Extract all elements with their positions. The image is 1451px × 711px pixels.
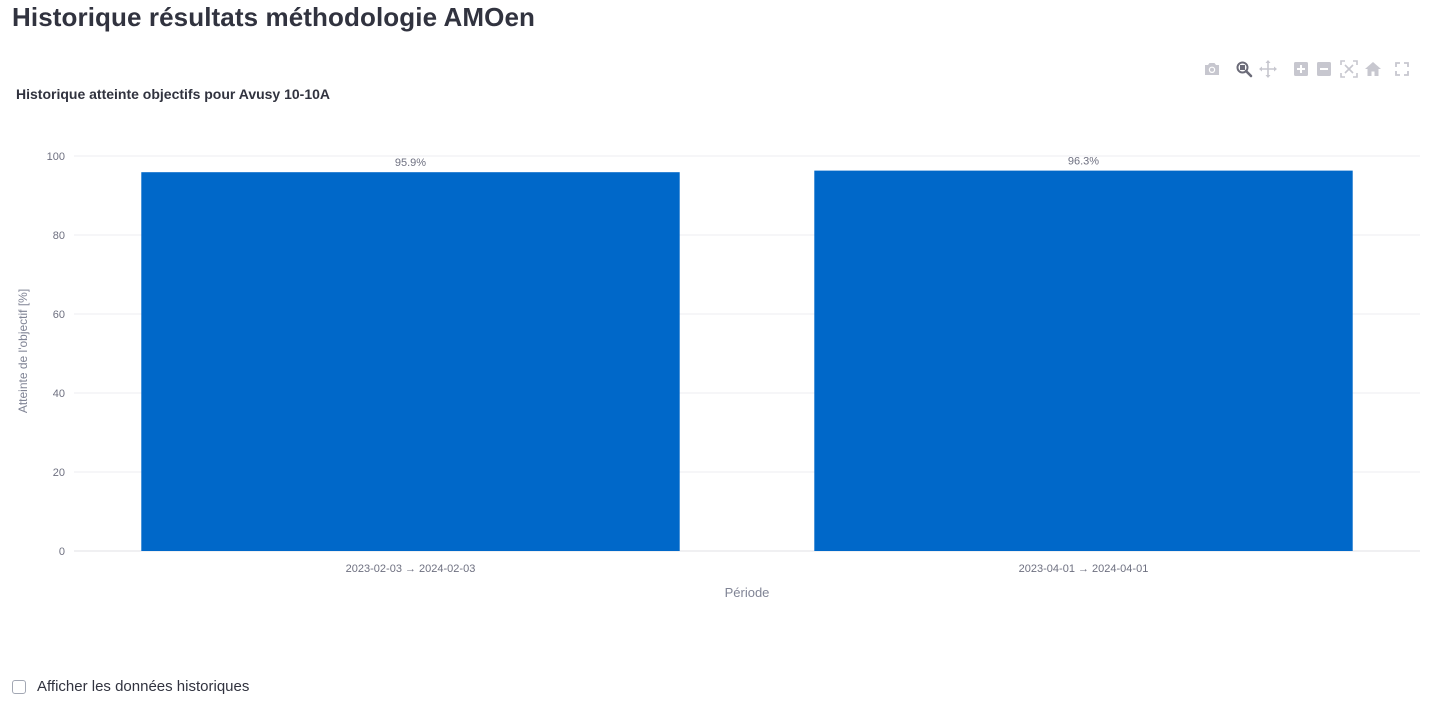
bar-data-labels: 95.9% 96.3% (395, 156, 1099, 170)
bar-data-label: 95.9% (395, 157, 426, 169)
bars (141, 170, 1353, 551)
zoom-out-icon[interactable] (1315, 60, 1333, 78)
bar-chart: 0 20 40 60 80 100 95.9% 96.3% 2023-02-03 → 202… (16, 151, 1420, 600)
fullscreen-icon[interactable] (1393, 60, 1411, 78)
y-tick-label: 20 (53, 467, 65, 479)
zoom-in-icon[interactable] (1292, 60, 1310, 78)
home-icon[interactable] (1364, 60, 1382, 78)
y-tick-label: 100 (47, 151, 65, 163)
chart-title: Historique atteinte objectifs pour Avusy… (16, 86, 331, 102)
x-tick-labels: 2023-02-03 → 2024-02-03 2023-04-01 → 2024… (346, 563, 1149, 575)
chart-area: 0 20 40 60 80 100 95.9% 96.3% 2023-02-03 → 202… (0, 80, 1451, 620)
zoom-icon[interactable] (1235, 60, 1253, 78)
checkbox-label: Afficher les données historiques (37, 678, 250, 695)
y-tick-label: 40 (53, 388, 65, 400)
y-tick-label: 60 (53, 309, 65, 321)
page-title: Historique résultats méthodologie AMOen (12, 2, 535, 32)
pan-icon[interactable] (1259, 60, 1277, 78)
y-tick-labels: 0 20 40 60 80 100 (47, 151, 65, 558)
bar (814, 170, 1353, 551)
show-history-checkbox[interactable]: Afficher les données historiques (12, 678, 249, 695)
x-tick-label: 2023-02-03 → 2024-02-03 (346, 563, 476, 575)
autoscale-icon[interactable] (1340, 60, 1358, 78)
checkbox-box[interactable] (12, 679, 26, 694)
bar-data-label: 96.3% (1068, 156, 1099, 168)
bar (141, 172, 680, 551)
x-tick-label: 2023-04-01 → 2024-04-01 (1019, 563, 1149, 575)
y-axis-title: Atteinte de l'objectif [%] (16, 289, 30, 413)
x-axis-title: Période (725, 585, 770, 600)
y-tick-label: 0 (59, 546, 65, 558)
y-tick-label: 80 (53, 230, 65, 242)
camera-icon[interactable] (1203, 60, 1221, 78)
chart-modebar (1203, 60, 1423, 78)
